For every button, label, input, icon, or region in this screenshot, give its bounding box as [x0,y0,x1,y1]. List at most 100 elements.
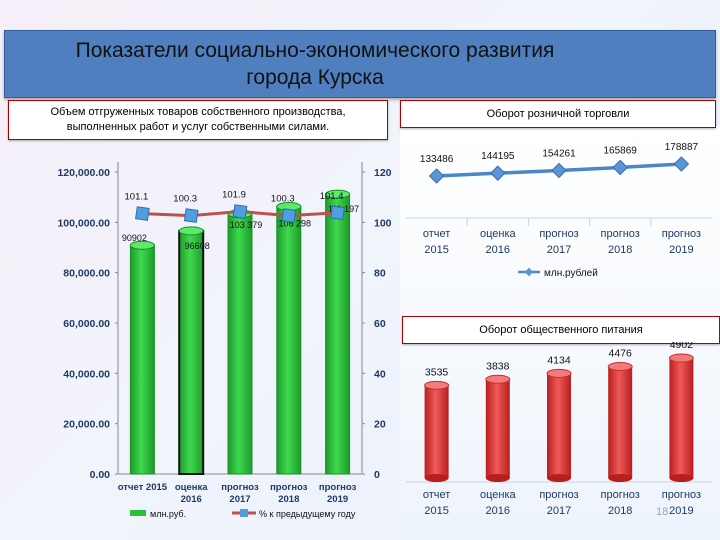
food-bar-base [669,474,694,482]
y2-tick-label: 0 [374,469,380,481]
pct-marker [281,208,297,223]
bar-cap [129,240,155,250]
retail-marker [490,165,506,181]
pct-value-label: 101.4 [320,191,344,202]
x-tick-label: прогноз 2018 [270,482,308,505]
x-tick-label: 2015 [424,505,448,517]
bar-value-label: 106 298 [279,218,312,228]
production-chart-title: Объем отгруженных товаров собственного п… [8,100,388,140]
retail-value-label: 144195 [481,151,515,162]
food-value-label: 3838 [486,360,510,372]
legend-swatch-marker [240,509,248,517]
y2-tick-label: 80 [374,268,386,280]
x-tick-label: 2018 [608,244,632,256]
food-bar [547,373,571,478]
x-tick-label: 2017 [547,505,571,517]
x-tick-label: прогноз 2017 [221,482,259,505]
pct-marker [232,204,248,219]
x-tick-label: 2016 [486,244,510,256]
legend-swatch-bars [130,510,146,516]
x-tick-label: 2016 [486,505,510,517]
food-value-label: 3535 [425,366,449,378]
x-tick-label: прогноз [601,489,640,501]
y-tick-label: 120,000.00 [57,167,110,179]
x-tick-label: прогноз [662,489,701,501]
food-bar [485,379,510,478]
bar [227,213,253,475]
retail-chart-title: Оборот розничной торговли [400,100,716,128]
y-tick-label: 0.00 [90,469,111,481]
y2-tick-label: 100 [374,217,392,229]
x-tick-label: прогноз [539,228,578,240]
retail-value-label: 154261 [542,149,576,160]
x-tick-label: 2018 [608,505,632,517]
legend-swatch-marker [524,267,534,277]
pct-value-label: 101.9 [222,190,246,201]
food-value-label: 4476 [609,348,633,360]
food-bar [424,385,449,478]
y-tick-label: 80,000.00 [63,268,110,280]
retail-value-label: 133486 [420,154,454,165]
food-value-label: 4134 [547,354,571,366]
food-chart-title: Оборот общественного питания [402,316,720,344]
bar [325,193,351,475]
food-bar-base [485,474,510,482]
x-tick-label: отчет [423,489,450,501]
pct-marker [183,208,199,223]
x-tick-label: прогноз [539,489,578,501]
title-banner: Показатели социально-экономического разв… [4,30,716,98]
bar [276,205,302,475]
x-tick-label: оценка [480,228,517,240]
x-tick-label: отчет 2015 [118,482,168,493]
x-tick-label: 2015 [424,244,448,256]
production-chart: 0.00 20,000.00 40,000.00 60,000.00 80,000.00… [57,162,392,519]
legend-label: млн.рублей [544,267,598,279]
bar-value-label: 96608 [185,241,210,251]
bar-value-label: 103 379 [230,220,263,230]
legend-label-bars: млн.руб. [150,509,186,519]
x-tick-label: прогноз [601,228,640,240]
food-chart: 3535 3838 4134 4476 4902 отчет 2015 оценка 2016 п… [406,342,712,517]
bar [178,229,205,475]
x-tick-label: 2017 [547,244,571,256]
y2-tick-label: 40 [374,368,386,380]
slide-title: Показатели социально-экономического разв… [75,39,555,89]
pct-value-label: 101.1 [125,192,149,203]
retail-value-label: 165869 [604,145,638,156]
food-bar-base [424,474,449,482]
food-bar-cap [424,380,450,390]
retail-value-label: 178887 [665,142,699,153]
food-bar-cap [546,368,572,378]
food-bar-base [608,474,633,482]
pct-marker [330,205,345,221]
pct-marker [135,206,150,221]
food-value-label: 4902 [670,342,694,351]
retail-marker [673,156,690,172]
x-tick-label: оценка 2016 [175,482,208,505]
y2-tick-label: 60 [374,318,386,330]
bar [129,244,155,475]
y2-tick-label: 120 [374,167,392,179]
y-tick-label: 60,000.00 [63,318,110,330]
pct-value-label: 100.3 [173,194,197,205]
page-number: 18 [656,506,669,518]
y-tick-label: 40,000.00 [63,368,110,380]
food-bar-cap [668,353,694,363]
food-bar-base [547,474,571,482]
x-tick-label: прогноз 2019 [319,482,357,505]
x-tick-label: 2019 [669,244,693,256]
bar-cap [325,189,351,199]
food-bar-cap [485,374,511,384]
bar-cap [178,226,204,236]
food-bar [669,358,694,478]
retail-chart: 133486 144195 154261 165869 178887 отчет 2015 о… [406,142,712,279]
pct-value-label: 100.3 [271,194,295,205]
y2-tick-label: 20 [374,419,386,431]
retail-marker [428,168,445,184]
retail-marker [612,159,628,176]
food-bar-cap [607,362,633,372]
legend-label-line: % к предыдущему году [259,509,356,519]
y-tick-label: 100,000.00 [57,217,110,229]
x-tick-label: оценка [480,489,517,501]
x-tick-label: прогноз [662,228,701,240]
